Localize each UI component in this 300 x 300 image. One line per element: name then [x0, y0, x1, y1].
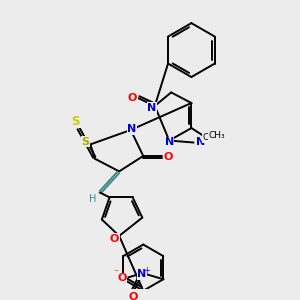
- Text: N: N: [196, 137, 206, 148]
- Text: S: S: [72, 115, 80, 128]
- Text: CH₃: CH₃: [202, 133, 219, 142]
- Text: ⁻: ⁻: [113, 268, 119, 278]
- Text: +: +: [143, 266, 150, 275]
- Text: H: H: [88, 194, 96, 204]
- Text: O: O: [117, 273, 127, 283]
- Text: N: N: [127, 124, 136, 134]
- Text: N: N: [165, 137, 174, 148]
- Text: N: N: [137, 269, 147, 279]
- Text: O: O: [128, 93, 137, 103]
- Text: CH₃: CH₃: [208, 131, 225, 140]
- Text: O: O: [129, 292, 138, 300]
- Text: N: N: [147, 103, 157, 113]
- Text: O: O: [164, 152, 173, 162]
- Text: O: O: [110, 234, 119, 244]
- Text: S: S: [82, 136, 89, 146]
